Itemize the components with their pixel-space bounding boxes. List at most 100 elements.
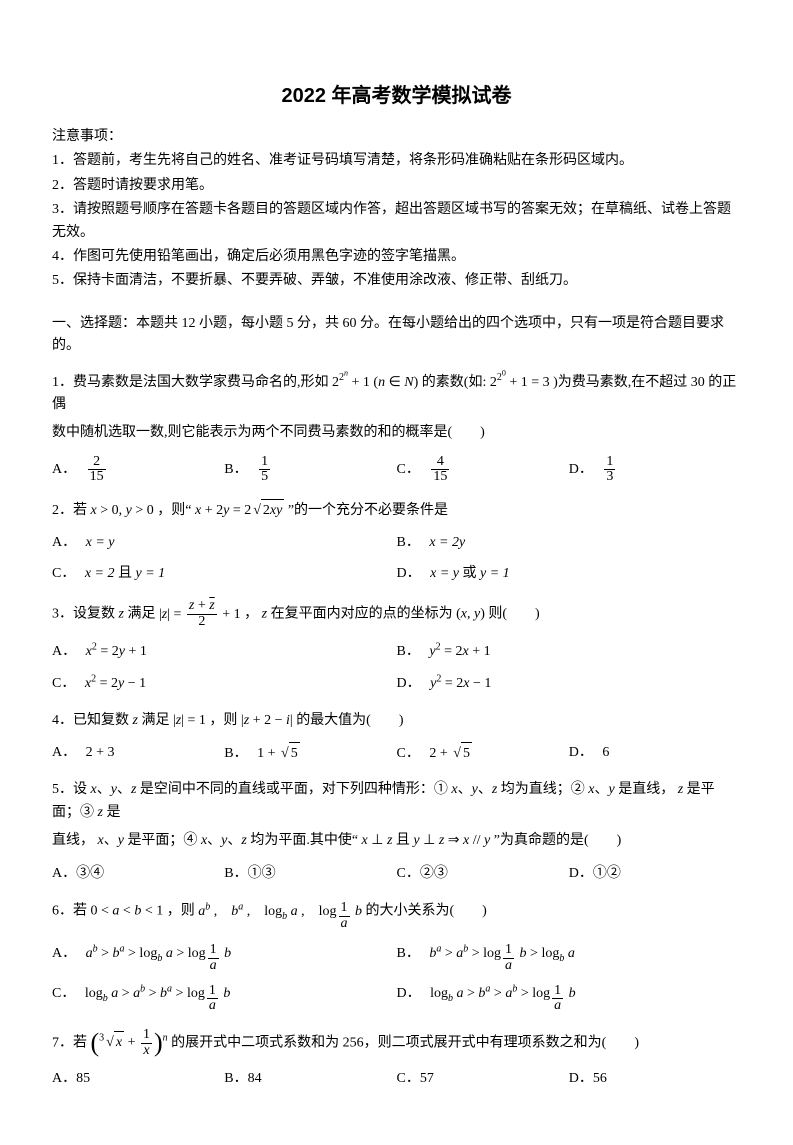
q7-opt-a: A．85 bbox=[52, 1064, 224, 1094]
fraction: 215 bbox=[88, 455, 106, 485]
opt-label: D． bbox=[397, 566, 421, 581]
opt-math: x = 2y bbox=[429, 535, 465, 550]
opt-label: B． bbox=[224, 462, 247, 477]
question-5: 5．设 x、y、z 是空间中不同的直线或平面，对下列四种情形：① x、y、z 均… bbox=[52, 779, 741, 889]
q5-text: 均为平面.其中使“ bbox=[250, 833, 361, 848]
opt-math: x = y bbox=[86, 535, 115, 550]
q3-formula: |z| = z + z2 + 1 bbox=[159, 607, 241, 622]
q2-formula: > 0 bbox=[132, 503, 154, 518]
opt-label: B． bbox=[397, 644, 420, 659]
opt-math: x2 = 2y + 1 bbox=[86, 644, 147, 659]
opt-label: D． bbox=[397, 676, 421, 691]
q1-text: 1．费马素数是法国大数学家费马命名的,形如 bbox=[52, 375, 332, 390]
q1-formula: 220 + 1 = 3 bbox=[490, 375, 550, 390]
q7-opt-b: B．84 bbox=[224, 1064, 396, 1094]
q5-var: z bbox=[678, 782, 683, 797]
q6-options: A． ab > ba > logb a > log1a b B． ba > ab… bbox=[52, 937, 741, 1018]
sep: 、 bbox=[478, 782, 492, 797]
q6-text: ，则 bbox=[167, 904, 199, 919]
opt-label: A． bbox=[52, 745, 76, 760]
q7-formula: (3x + 1x)n bbox=[91, 1035, 168, 1050]
q2-stem: 2．若 x > 0, y > 0 ，则“ x + 2y = 22xy ”的一个充… bbox=[52, 499, 741, 522]
q5-text: 5．设 bbox=[52, 782, 91, 797]
q6-formula: ab , ba , logb a , log1a b bbox=[198, 904, 362, 919]
opt-math: x2 = 2y − 1 bbox=[85, 676, 146, 691]
opt-label: C． bbox=[52, 676, 75, 691]
q3-formula: z bbox=[119, 607, 124, 622]
q4-formula: |z| = 1 bbox=[173, 713, 206, 728]
opt-label: C． bbox=[52, 566, 75, 581]
q5-text: 是平面；④ bbox=[127, 833, 201, 848]
q5-text: ”为真命题的是( ) bbox=[494, 833, 622, 848]
question-1: 1．费马素数是法国大数学家费马命名的,形如 22n + 1 (n ∈ N) 的素… bbox=[52, 368, 741, 490]
q7-opt-c: C．57 bbox=[397, 1064, 569, 1094]
q6-opt-b: B． ba > ab > log1a b > logb a bbox=[397, 937, 742, 977]
opt-math: 2 + 3 bbox=[86, 745, 115, 760]
opt-label: D． bbox=[397, 986, 421, 1001]
sep: 、 bbox=[104, 833, 118, 848]
sep: 、 bbox=[595, 782, 609, 797]
q1-opt-c: C． 415 bbox=[397, 451, 569, 489]
q6-formula: 0 < a < b < 1 bbox=[91, 904, 164, 919]
opt-label: C． bbox=[52, 986, 75, 1001]
sep: 、 bbox=[207, 833, 221, 848]
notice-line: 2．答题时请按要求用笔。 bbox=[52, 175, 741, 197]
opt-label: D． bbox=[569, 745, 593, 760]
q1-opt-a: A． 215 bbox=[52, 451, 224, 489]
section-heading: 一、选择题：本题共 12 小题，每小题 5 分，共 60 分。在每小题给出的四个… bbox=[52, 313, 741, 358]
q5-formula: x ⊥ z 且 y ⊥ z ⇒ x // y bbox=[362, 833, 491, 848]
q5-text: 是直线， bbox=[618, 782, 674, 797]
q6-opt-c: C． logb a > ab > ba > log1a b bbox=[52, 978, 397, 1018]
notice-block: 注意事项： 1．答题前，考生先将自己的姓名、准考证号码填写清楚，将条形码准确粘贴… bbox=[52, 126, 741, 293]
q6-text: 6．若 bbox=[52, 904, 91, 919]
opt-math: x = y bbox=[430, 566, 459, 581]
opt-label: A． bbox=[52, 946, 76, 961]
q5-var: z bbox=[98, 805, 103, 820]
question-3: 3．设复数 z 满足 |z| = z + z2 + 1 ， z 在复平面内对应的… bbox=[52, 599, 741, 699]
q4-opt-c: C． 2 + 5 bbox=[397, 738, 569, 769]
opt-math: y = 1 bbox=[136, 566, 166, 581]
q3-opt-c: C． x2 = 2y − 1 bbox=[52, 668, 397, 700]
q3-text: 3．设复数 bbox=[52, 607, 119, 622]
q5-var: z bbox=[241, 833, 246, 848]
fraction: 13 bbox=[604, 455, 615, 485]
q5-opt-a: A．③④ bbox=[52, 859, 224, 889]
q7-stem: 7．若 (3x + 1x)n 的展开式中二项式系数和为 256，则二项式展开式中… bbox=[52, 1028, 741, 1058]
q3-text: ， bbox=[244, 607, 262, 622]
opt-label: A． bbox=[52, 644, 76, 659]
question-4: 4．已知复数 z 满足 |z| = 1 ，则 |z + 2 − i| 的最大值为… bbox=[52, 710, 741, 770]
q5-opt-b: B．①③ bbox=[224, 859, 396, 889]
opt-label: C． bbox=[397, 746, 420, 761]
q5-var: z bbox=[131, 782, 136, 797]
q4-formula: |z + 2 − i| bbox=[241, 713, 293, 728]
opt-label: C． bbox=[397, 462, 420, 477]
q2-formula: > 0, bbox=[97, 503, 126, 518]
notice-line: 4．作图可先使用铅笔画出，确定后必须用黑色字迹的签字笔描黑。 bbox=[52, 246, 741, 268]
opt-label: B． bbox=[397, 535, 420, 550]
q2-opt-c: C． x = 2 且 y = 1 bbox=[52, 559, 397, 589]
q3-opt-d: D． y2 = 2x − 1 bbox=[397, 668, 742, 700]
q1-text: 的素数(如: bbox=[422, 375, 490, 390]
q4-text: ，则 bbox=[209, 713, 241, 728]
q7-options: A．85 B．84 C．57 D．56 bbox=[52, 1064, 741, 1094]
q2-options: A． x = y B． x = 2y C． x = 2 且 y = 1 D． x… bbox=[52, 528, 741, 589]
q2-text: 2．若 bbox=[52, 503, 91, 518]
opt-label: B． bbox=[224, 746, 247, 761]
q3-opt-b: B． y2 = 2x + 1 bbox=[397, 636, 742, 668]
opt-math: ab > ba > logb a > log1a b bbox=[86, 946, 232, 961]
opt-math: y2 = 2x + 1 bbox=[429, 644, 490, 659]
q4-formula: z bbox=[133, 713, 138, 728]
q5-var: y bbox=[118, 833, 124, 848]
q5-stem2: 直线， x、y 是平面；④ x、y、z 均为平面.其中使“ x ⊥ z 且 y … bbox=[52, 830, 741, 852]
notice-line: 3．请按照题号顺序在答题卡各题目的答题区域内作答，超出答题区域书写的答案无效；在… bbox=[52, 199, 741, 244]
notice-heading: 注意事项： bbox=[52, 126, 741, 148]
fraction: 415 bbox=[431, 455, 449, 485]
q3-stem: 3．设复数 z 满足 |z| = z + z2 + 1 ， z 在复平面内对应的… bbox=[52, 599, 741, 629]
q4-stem: 4．已知复数 z 满足 |z| = 1 ，则 |z + 2 − i| 的最大值为… bbox=[52, 710, 741, 732]
q3-formula: (x, y) bbox=[456, 607, 485, 622]
q3-text: 则( ) bbox=[488, 607, 539, 622]
notice-line: 1．答题前，考生先将自己的姓名、准考证号码填写清楚，将条形码准确粘贴在条形码区域… bbox=[52, 150, 741, 172]
fraction: 15 bbox=[259, 455, 270, 485]
opt-math: 6 bbox=[602, 745, 609, 760]
q3-text: 在复平面内对应的点的坐标为 bbox=[271, 607, 457, 622]
